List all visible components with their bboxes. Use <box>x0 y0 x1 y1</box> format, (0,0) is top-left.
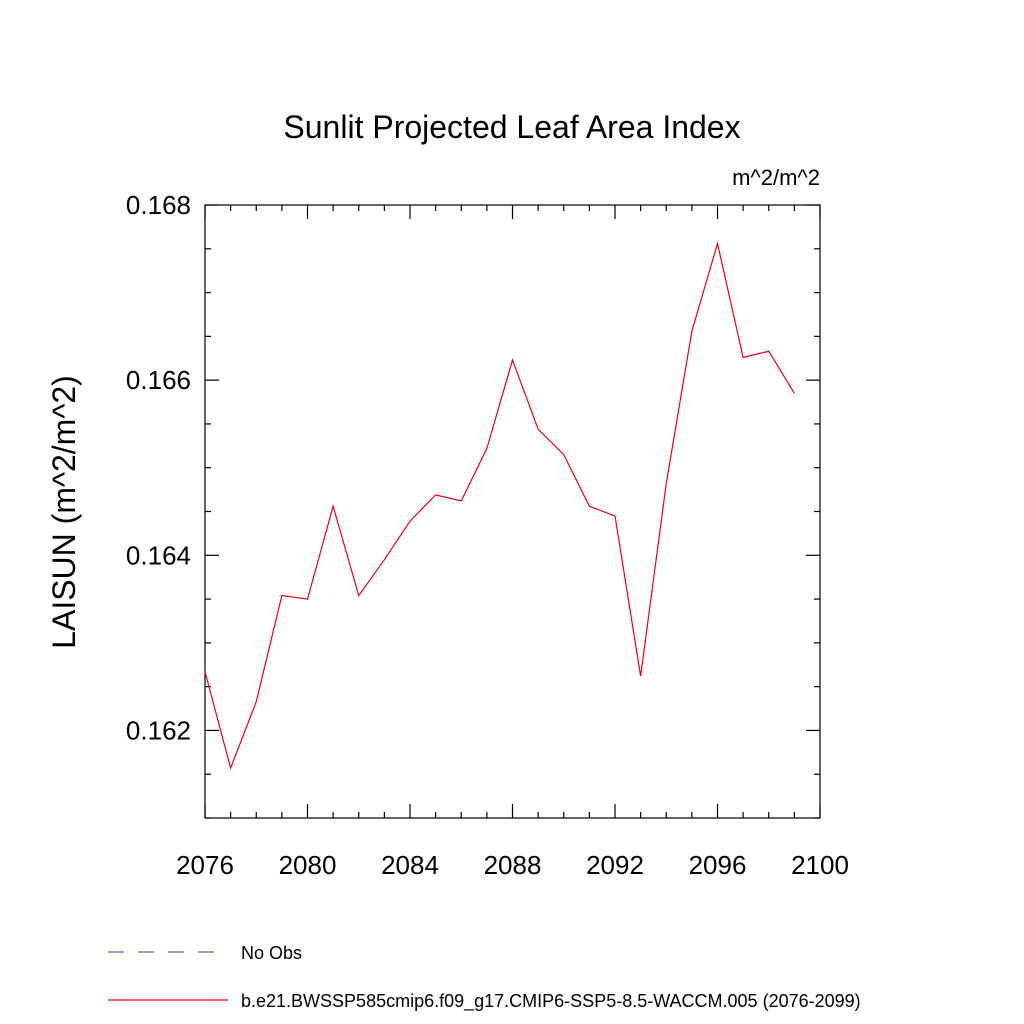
y-tick-label: 0.168 <box>126 190 191 220</box>
chart-title: Sunlit Projected Leaf Area Index <box>283 109 740 145</box>
series-layer <box>204 241 795 771</box>
y-axis-ticks: 0.162 0.164 0.166 0.168 <box>126 190 820 819</box>
x-tick-label: 2096 <box>689 850 747 880</box>
series-line-1 <box>204 241 795 771</box>
legend-label-1: b.e21.BWSSP585cmip6.f09_g17.CMIP6-SSP5-8… <box>241 991 861 1012</box>
x-tick-label: 2076 <box>176 850 234 880</box>
x-tick-label: 2088 <box>484 850 542 880</box>
x-axis-ticks: 2076 2080 2084 2088 2092 2096 2100 <box>176 205 849 880</box>
x-tick-label: 2084 <box>381 850 439 880</box>
plot-frame <box>204 204 821 819</box>
units-label: m^2/m^2 <box>732 165 820 190</box>
x-tick-label: 2092 <box>586 850 644 880</box>
x-tick-label: 2100 <box>791 850 849 880</box>
legend: No Obs b.e21.BWSSP585cmip6.f09_g17.CMIP6-… <box>108 943 861 1012</box>
legend-label-0: No Obs <box>241 943 302 963</box>
y-tick-label: 0.162 <box>126 715 191 745</box>
y-tick-label: 0.166 <box>126 365 191 395</box>
y-axis-label: LAISUN (m^2/m^2) <box>46 375 82 649</box>
x-tick-label: 2080 <box>279 850 337 880</box>
y-tick-label: 0.164 <box>126 540 191 570</box>
